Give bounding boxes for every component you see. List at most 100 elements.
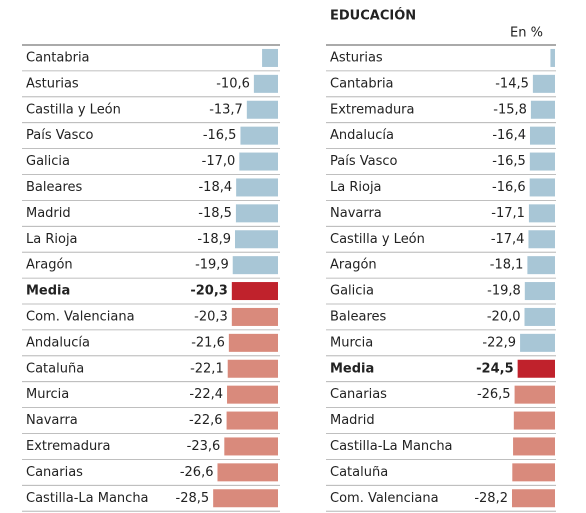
category-label: Com. Valenciana bbox=[330, 491, 439, 506]
value-label: -18,1 bbox=[490, 258, 524, 273]
category-label: Extremadura bbox=[330, 102, 415, 117]
category-label: Asturias bbox=[330, 50, 383, 65]
bar bbox=[228, 333, 278, 352]
category-label: Castilla-La Mancha bbox=[26, 491, 149, 506]
category-label: Canarias bbox=[26, 465, 83, 480]
value-label: -16,5 bbox=[492, 154, 526, 169]
bar bbox=[529, 126, 555, 145]
bar bbox=[524, 307, 555, 326]
value-label: -22,1 bbox=[190, 361, 224, 376]
value-label: -13,7 bbox=[209, 102, 243, 117]
bar bbox=[528, 204, 555, 223]
bar bbox=[232, 256, 278, 275]
category-label: Cantabria bbox=[26, 50, 90, 65]
value-label: -17,4 bbox=[491, 232, 525, 247]
value-label: -19,9 bbox=[195, 258, 229, 273]
value-label: -20,3 bbox=[190, 284, 227, 299]
category-label: Castilla y León bbox=[26, 102, 121, 117]
value-label: -22,9 bbox=[482, 335, 516, 350]
bar bbox=[527, 256, 555, 275]
category-label: Aragón bbox=[330, 258, 377, 273]
category-label: Galicia bbox=[26, 154, 70, 169]
value-label: -26,5 bbox=[477, 387, 511, 402]
value-label: -14,5 bbox=[495, 76, 529, 91]
category-label: La Rioja bbox=[26, 232, 78, 247]
value-label: -24,5 bbox=[476, 361, 513, 376]
value-label: -17,0 bbox=[202, 154, 236, 169]
bar bbox=[224, 437, 278, 456]
bar bbox=[513, 411, 555, 430]
value-label: -18,4 bbox=[198, 180, 232, 195]
value-label: -18,9 bbox=[197, 232, 231, 247]
bar bbox=[236, 178, 278, 197]
bar bbox=[512, 463, 555, 482]
chart-title: EDUCACIÓN bbox=[330, 8, 416, 24]
value-label: -28,5 bbox=[176, 491, 210, 506]
category-label: Cataluña bbox=[26, 361, 84, 376]
bar bbox=[239, 152, 278, 171]
bar bbox=[217, 463, 278, 482]
value-label: -16,5 bbox=[203, 128, 237, 143]
category-label: Andalucía bbox=[26, 335, 90, 350]
value-label: -16,6 bbox=[492, 180, 526, 195]
value-label: -20,3 bbox=[194, 309, 228, 324]
category-label: País Vasco bbox=[330, 154, 398, 169]
value-label: -16,4 bbox=[492, 128, 526, 143]
value-label: -23,6 bbox=[187, 439, 221, 454]
value-label: -28,2 bbox=[474, 491, 508, 506]
value-label: -18,5 bbox=[198, 206, 232, 221]
bar bbox=[235, 230, 278, 249]
bar bbox=[213, 489, 278, 508]
value-label: -15,8 bbox=[493, 102, 527, 117]
bar bbox=[235, 204, 278, 223]
value-label: -26,6 bbox=[180, 465, 214, 480]
category-label: Navarra bbox=[26, 413, 78, 428]
bar bbox=[227, 385, 278, 404]
category-label: Castilla-La Mancha bbox=[330, 439, 453, 454]
category-label: Navarra bbox=[330, 206, 382, 221]
bar bbox=[262, 48, 278, 67]
bar bbox=[520, 333, 555, 352]
category-label: Cantabria bbox=[330, 76, 394, 91]
bar bbox=[524, 282, 555, 301]
category-label: Canarias bbox=[330, 387, 387, 402]
category-label: Extremadura bbox=[26, 439, 111, 454]
bar bbox=[514, 385, 555, 404]
bar bbox=[550, 48, 555, 67]
bar bbox=[513, 437, 555, 456]
value-label: -22,6 bbox=[189, 413, 223, 428]
bar bbox=[253, 74, 278, 93]
category-label: Murcia bbox=[330, 335, 373, 350]
value-label: -10,6 bbox=[216, 76, 250, 91]
category-label: Com. Valenciana bbox=[26, 309, 135, 324]
category-label: Galicia bbox=[330, 284, 374, 299]
category-label: Murcia bbox=[26, 387, 69, 402]
value-label: -21,6 bbox=[191, 335, 225, 350]
category-label: Baleares bbox=[330, 309, 387, 324]
bar bbox=[517, 359, 555, 378]
category-label: Media bbox=[330, 361, 374, 376]
category-label: Media bbox=[26, 284, 70, 299]
bar bbox=[511, 489, 555, 508]
bar bbox=[530, 100, 555, 119]
category-label: La Rioja bbox=[330, 180, 382, 195]
bar bbox=[231, 282, 278, 301]
bar bbox=[529, 178, 555, 197]
bar bbox=[528, 230, 555, 249]
bar bbox=[227, 359, 278, 378]
category-label: Baleares bbox=[26, 180, 83, 195]
value-label: -20,0 bbox=[487, 309, 521, 324]
category-label: Cataluña bbox=[330, 465, 388, 480]
bar bbox=[231, 307, 278, 326]
category-label: País Vasco bbox=[26, 128, 94, 143]
category-label: Madrid bbox=[330, 413, 375, 428]
bar bbox=[246, 100, 278, 119]
bar bbox=[240, 126, 278, 145]
category-label: Aragón bbox=[26, 258, 73, 273]
category-label: Castilla y León bbox=[330, 232, 425, 247]
chart-subtitle: En % bbox=[510, 26, 543, 41]
bar bbox=[529, 152, 555, 171]
category-label: Andalucía bbox=[330, 128, 394, 143]
bar bbox=[226, 411, 278, 430]
